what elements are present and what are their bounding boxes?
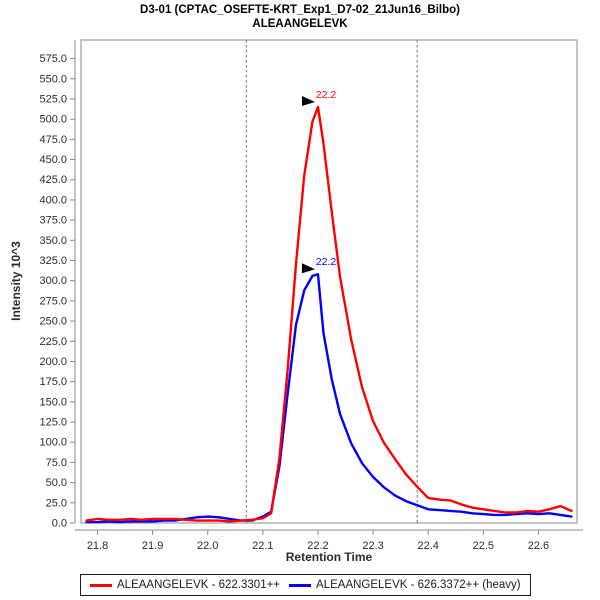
y-tick-label: 25.0: [46, 497, 67, 509]
plot-frame[interactable]: [80, 39, 578, 524]
x-tick-label: 21.9: [142, 540, 163, 552]
peak-annotation-label: 22.2: [316, 89, 337, 101]
y-tick-label: 475.0: [39, 134, 67, 146]
legend-label-light: ALEAANGELEVK - 622.3301++: [117, 579, 281, 591]
peak-annotation-arrow: [301, 96, 315, 107]
x-tick-label: 22.5: [473, 540, 494, 552]
x-tick-label: 22.3: [362, 540, 383, 552]
legend: ALEAANGELEVK - 622.3301++ ALEAANGELEVK -…: [80, 574, 531, 596]
y-tick-label: 100.0: [39, 437, 67, 449]
y-tick-label: 275.0: [39, 295, 67, 307]
y-tick-label: 325.0: [39, 255, 67, 267]
x-tick-label: 22.1: [252, 540, 273, 552]
y-tick-label: 175.0: [39, 376, 67, 388]
peak-annotation-label: 22.2: [316, 256, 337, 268]
legend-label-heavy: ALEAANGELEVK - 626.3372++ (heavy): [316, 579, 521, 591]
x-tick-label: 22.2: [307, 540, 328, 552]
y-tick-label: 550.0: [39, 73, 67, 85]
y-tick-label: 200.0: [39, 356, 67, 368]
legend-item-light: ALEAANGELEVK - 622.3301++: [90, 579, 280, 591]
y-tick-label: 375.0: [39, 215, 67, 227]
x-axis-title: Retention Time: [286, 550, 373, 564]
peak-annotation-arrow: [301, 263, 315, 274]
y-tick-label: 450.0: [39, 154, 67, 166]
y-tick-label: 250.0: [39, 316, 67, 328]
chart-header: D3-01 (CPTAC_OSEFTE-KRT_Exp1_D7-02_21Jun…: [0, 3, 600, 31]
legend-line-sample-red: [90, 583, 112, 587]
chromatogram-plot[interactable]: 0.0 25.0 50.0 75.0 100.0 125.0 150.0 175.0 200.0…: [0, 0, 600, 568]
y-tick-label: 50.0: [46, 477, 67, 489]
y-tick-label: 575.0: [39, 53, 67, 65]
y-tick-label: 350.0: [39, 235, 67, 247]
y-tick-label: 125.0: [39, 417, 67, 429]
chromatogram-trace: [85, 105, 573, 523]
x-tick-label: 21.8: [87, 540, 108, 552]
y-tick-label: 225.0: [39, 336, 67, 348]
x-tick-label: 22.0: [197, 540, 218, 552]
y-tick-label: 425.0: [39, 174, 67, 186]
y-tick-label: 0.0: [52, 518, 67, 530]
x-tick-label: 22.6: [528, 540, 549, 552]
y-tick-label: 300.0: [39, 275, 67, 287]
y-tick-label: 525.0: [39, 93, 67, 105]
y-axis-title: Intensity 10^3: [9, 241, 23, 321]
y-tick-label: 150.0: [39, 396, 67, 408]
chart-title: D3-01 (CPTAC_OSEFTE-KRT_Exp1_D7-02_21Jun…: [140, 4, 460, 16]
chart-generated-content: 0.0 25.0 50.0 75.0 100.0 125.0 150.0 175.0 200.0…: [39, 39, 583, 552]
legend-line-sample-blue: [289, 583, 312, 587]
chart-subtitle: ALEAANGELEVK: [252, 18, 348, 30]
y-tick-label: 400.0: [39, 194, 67, 206]
x-tick-label: 22.4: [417, 540, 438, 552]
y-tick-label: 500.0: [39, 114, 67, 126]
chromatogram-trace: [85, 273, 573, 524]
legend-item-heavy: ALEAANGELEVK - 626.3372++ (heavy): [289, 579, 521, 591]
y-tick-label: 75.0: [46, 457, 67, 469]
